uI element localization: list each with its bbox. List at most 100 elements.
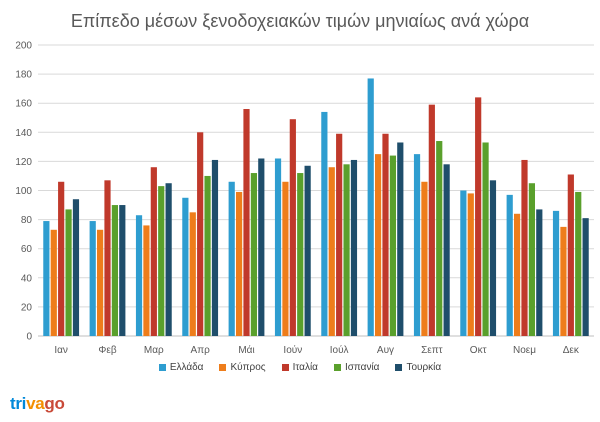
bar [421,181,428,336]
bar [567,174,574,336]
y-tick-label: 120 [15,157,32,168]
bar [104,180,111,336]
bar [97,229,104,336]
x-tick-label: Σεπτ [421,345,443,356]
bar [528,183,535,336]
x-tick-label: Μαρ [144,345,164,356]
logo-part-1: tri [10,394,27,413]
x-tick-label: Απρ [191,345,211,356]
x-tick-label: Ιαν [54,345,68,356]
bar [289,119,296,336]
bar [243,109,250,337]
bar [460,190,467,336]
bar [236,191,243,336]
legend-item: Κύπρος [219,362,266,373]
legend-item: Ελλάδα [158,362,204,373]
bar [65,209,72,336]
legend-swatch [281,364,289,371]
bar [135,215,143,336]
bar [158,186,165,336]
y-tick-label: 160 [15,99,32,110]
legend-label: Ελλάδα [169,362,204,373]
bars [43,78,589,337]
bar [489,180,497,336]
bar [560,226,567,336]
bar [150,167,157,336]
y-tick-label: 200 [15,41,32,52]
legend: Ελλάδα Κύπρος Ιταλία Ισπανία Τουρκία [0,362,600,373]
bar [211,159,219,336]
bar [189,212,196,336]
bar [389,155,396,336]
bar [72,199,80,336]
y-tick-label: 20 [21,302,33,313]
legend-swatch [333,364,341,371]
bar [304,165,311,336]
legend-swatch [395,364,403,371]
bar [475,97,482,336]
legend-swatch [158,364,166,371]
bar [467,193,474,336]
bar [119,205,126,336]
legend-label: Ισπανία [344,362,380,373]
bar [575,191,582,336]
x-tick-label: Αυγ [377,345,394,356]
x-tick-label: Δεκ [563,345,580,356]
bar [443,164,450,336]
bar [350,159,358,336]
legend-label: Τουρκία [406,362,442,373]
bar [582,218,589,336]
bar [297,173,304,336]
x-tick-label: Νοεμ [513,345,536,356]
bar [336,133,343,336]
bar [204,175,211,336]
legend-label: Κύπρος [230,362,266,373]
bar [375,154,382,336]
x-tick-label: Ιούλ [330,344,349,356]
bar [250,173,257,336]
bar [536,209,543,336]
x-tick-label: Οκτ [470,345,487,356]
bar [397,142,404,336]
bar [274,158,282,336]
bar [50,229,57,336]
y-tick-label: 0 [26,332,32,343]
bar [143,225,150,336]
bar [43,221,50,336]
trivago-logo: trivago [10,394,65,414]
chart-title: Επίπεδο μέσων ξενοδοχειακών τιμών μηνιαί… [70,11,530,31]
y-tick-label: 140 [15,128,32,139]
bar [514,213,521,336]
x-tick-label: Ιούν [283,344,302,356]
legend-swatch [219,364,227,371]
legend-item: Τουρκία [395,362,441,373]
legend-item: Ιταλία [281,362,318,373]
axes: 0 20 40 60 80 100 120 140 160 180 200 Ιαν Φεβ Μαρ Απρ Μ… [15,41,580,357]
bar [506,194,513,336]
y-tick-label: 40 [21,273,33,284]
y-tick-label: 80 [21,215,33,226]
bar [111,205,118,336]
bar [328,167,335,336]
bar [182,197,189,336]
bar [367,78,374,336]
bar [165,183,172,336]
logo-part-2: va [26,394,45,413]
bar [258,158,265,336]
y-tick-label: 60 [21,244,33,255]
x-tick-label: Μάι [238,344,254,356]
logo-part-3: go [44,394,65,413]
bar [552,210,560,336]
bar [428,104,435,336]
x-tick-label: Φεβ [98,345,116,356]
y-tick-label: 180 [15,70,32,81]
bar [197,132,204,336]
legend-label: Ιταλία [292,362,318,373]
bar [343,164,350,336]
gridlines [38,44,594,337]
bar [282,181,289,336]
bar [436,141,443,336]
bar [413,154,421,336]
legend-item: Ισπανία [333,362,380,373]
bar [321,111,328,337]
